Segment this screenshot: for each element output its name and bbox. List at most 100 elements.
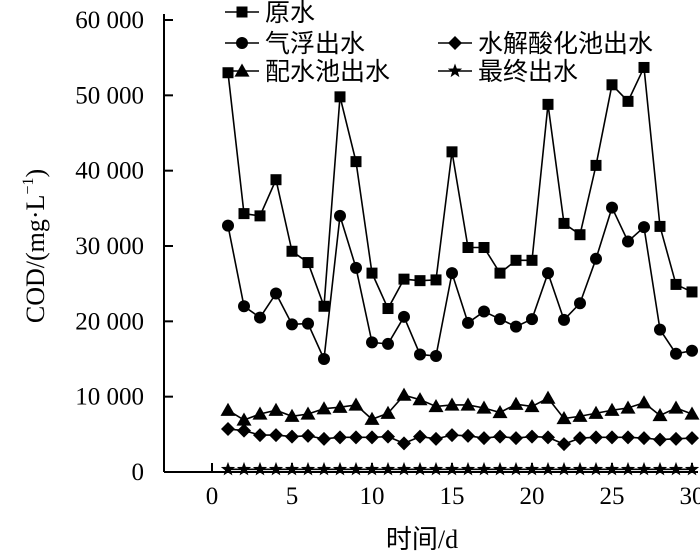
y-tick-label: 30 000: [75, 233, 144, 260]
data-point-star: [444, 461, 460, 476]
data-point-star: [572, 461, 588, 476]
data-point-diamond: [221, 422, 235, 437]
data-point-square: [462, 242, 474, 254]
data-point-star: [492, 461, 508, 476]
y-tick-label: 40 000: [75, 158, 144, 185]
data-point-diamond: [461, 428, 475, 443]
legend-entry: 配水池出水: [225, 58, 390, 86]
data-point-circle: [686, 344, 698, 357]
data-point-star: [652, 461, 668, 476]
legend-marker-square: [236, 6, 248, 18]
data-point-star: [428, 461, 444, 476]
data-point-star: [316, 461, 332, 476]
data-point-diamond: [621, 430, 635, 445]
data-point-square: [542, 98, 554, 110]
data-point-circle: [270, 287, 282, 300]
data-point-triangle: [220, 402, 236, 416]
legend-label: 气浮出水: [265, 30, 365, 58]
y-axis-title-close: ): [21, 169, 50, 178]
data-point-square: [606, 79, 618, 91]
y-tick-label: 10 000: [75, 384, 144, 411]
data-point-circle: [638, 221, 650, 234]
x-tick-label: 25: [600, 483, 625, 510]
data-point-square: [382, 303, 394, 315]
legend-marker-triangle: [234, 63, 250, 77]
data-point-circle: [318, 353, 330, 365]
x-tick-label: 20: [520, 483, 545, 510]
x-tick-label: 30: [680, 483, 700, 510]
data-point-circle: [510, 320, 522, 333]
data-point-circle: [334, 209, 346, 222]
data-point-circle: [222, 219, 234, 232]
data-point-triangle: [444, 397, 460, 411]
y-axis-title-main: COD/(mg·L: [21, 195, 50, 324]
series-line: [227, 205, 693, 362]
data-point-circle: [414, 348, 426, 361]
data-point-triangle: [412, 392, 428, 406]
legend-marker-star: [447, 63, 463, 78]
x-tick-label: 15: [440, 483, 465, 510]
data-point-diamond: [493, 429, 507, 444]
data-point-square: [622, 95, 634, 107]
data-point-triangle: [668, 400, 684, 414]
data-point-diamond: [333, 430, 347, 445]
data-point-square: [494, 267, 506, 279]
data-point-triangle: [428, 398, 444, 413]
legend-entry: 水解酸化池出水: [438, 30, 653, 58]
data-point-star: [476, 461, 492, 476]
y-axis-title-superscript: −1: [20, 178, 37, 195]
data-point-triangle: [652, 408, 668, 422]
data-point-star: [668, 461, 684, 476]
data-point-triangle: [348, 397, 364, 411]
data-point-star: [380, 461, 396, 476]
data-point-square: [222, 67, 234, 79]
data-point-circle: [574, 297, 586, 310]
legend-label: 配水池出水: [265, 58, 390, 86]
data-point-triangle: [508, 396, 524, 410]
data-point-square: [334, 91, 346, 103]
data-point-diamond: [653, 432, 667, 447]
data-point-star: [524, 461, 540, 476]
data-point-triangle: [684, 406, 700, 420]
data-point-triangle: [524, 398, 540, 413]
data-point-diamond: [669, 431, 683, 446]
axes: 0 10 000 20 000 30 000 40 000 50 000 60 000 0 5 1…: [75, 7, 700, 510]
y-tick-label: 50 000: [75, 82, 144, 109]
data-point-square: [638, 61, 650, 73]
data-point-star: [364, 461, 380, 476]
data-point-circle: [478, 305, 490, 318]
data-point-square: [686, 286, 698, 298]
data-point-star: [300, 461, 316, 476]
data-point-star: [508, 461, 524, 476]
x-axis-title: 时间/d: [386, 525, 458, 554]
data-point-triangle: [492, 404, 508, 419]
data-point-circle: [606, 201, 618, 214]
data-point-star: [604, 461, 620, 476]
data-point-triangle: [316, 401, 332, 415]
legend-entry: 原水: [225, 0, 315, 27]
data-point-diamond: [269, 428, 283, 443]
data-point-star: [268, 461, 284, 476]
data-point-triangle: [380, 405, 396, 419]
x-tick-label: 5: [286, 483, 299, 510]
data-point-diamond: [445, 428, 459, 443]
data-point-triangle: [300, 406, 316, 420]
data-point-diamond: [397, 436, 411, 451]
data-point-star: [636, 461, 652, 476]
data-point-circle: [558, 313, 570, 326]
y-axis-title: COD/(mg·L−1): [20, 169, 50, 323]
data-point-triangle: [364, 411, 380, 425]
data-point-circle: [382, 337, 394, 350]
plot-area: [220, 61, 700, 476]
data-point-star: [620, 461, 636, 476]
data-point-square: [670, 278, 682, 290]
data-point-diamond: [525, 429, 539, 444]
data-point-diamond: [285, 429, 299, 444]
data-point-star: [236, 461, 252, 476]
data-point-square: [318, 300, 330, 312]
data-point-square: [526, 254, 538, 266]
data-point-diamond: [573, 431, 587, 446]
data-point-circle: [446, 267, 458, 280]
data-point-star: [284, 461, 300, 476]
